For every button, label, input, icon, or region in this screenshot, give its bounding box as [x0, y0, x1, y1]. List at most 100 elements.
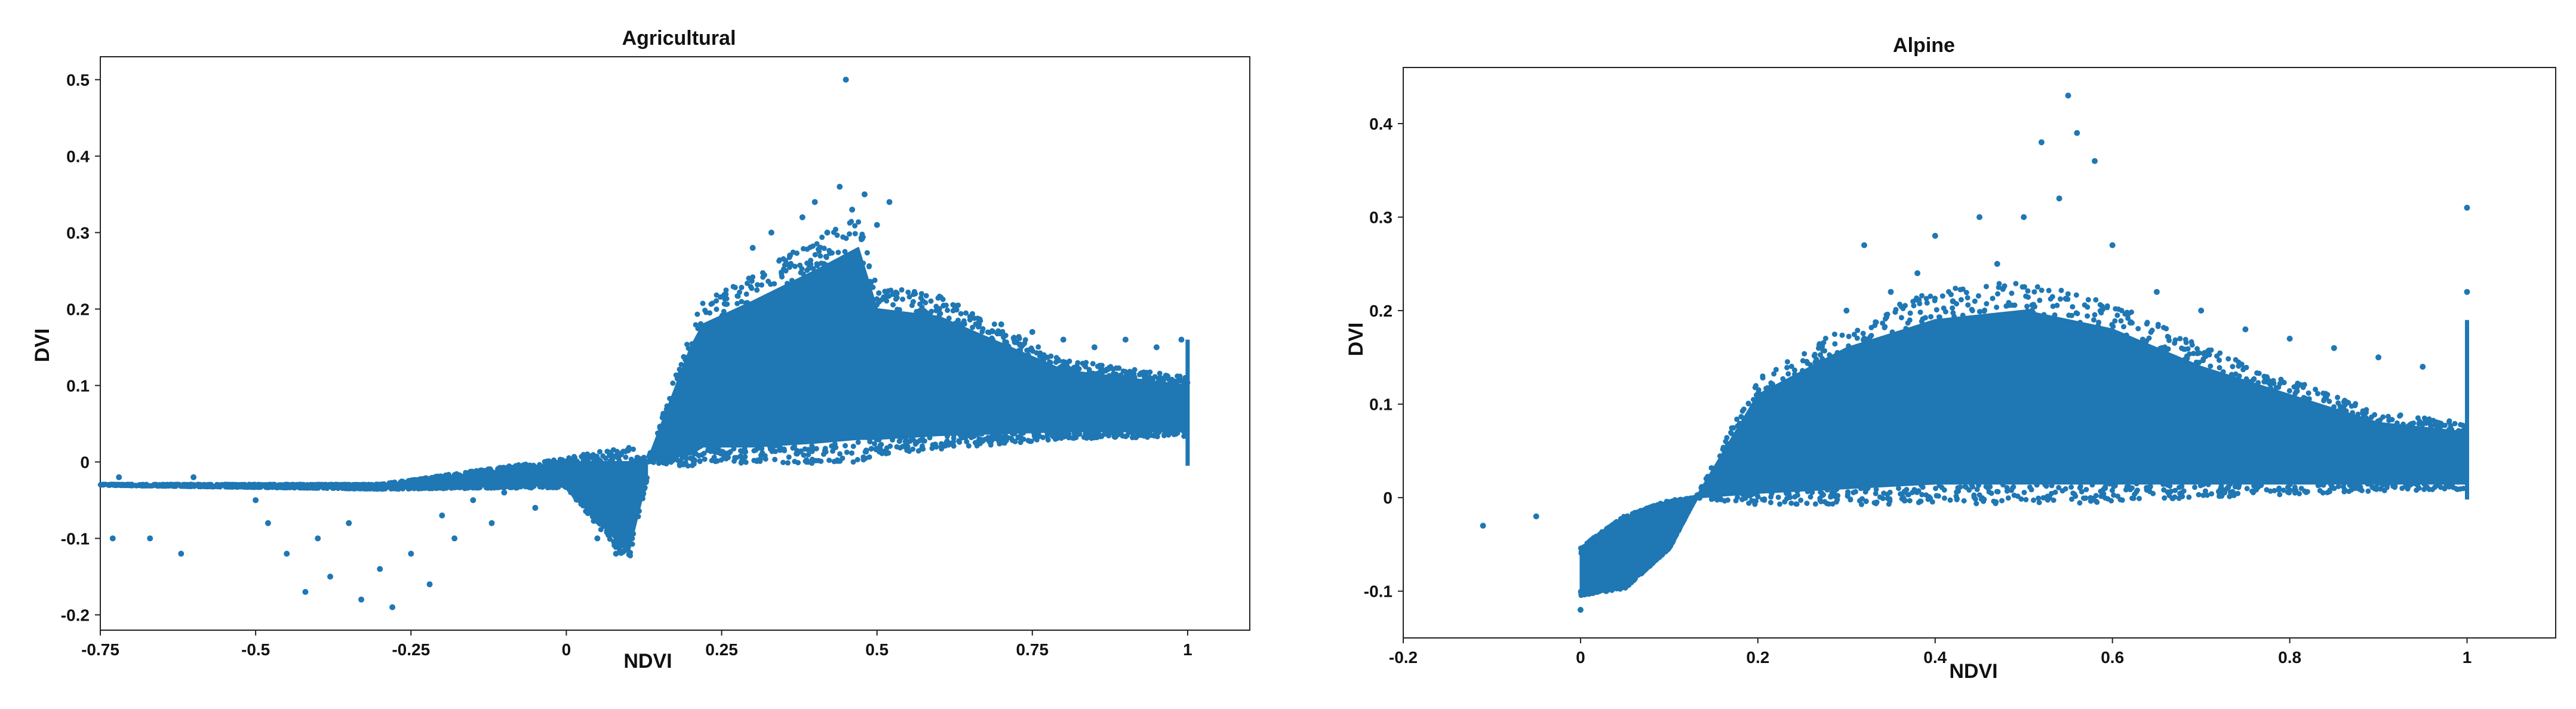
agricultural-edge-point	[844, 449, 850, 455]
agricultural-scatter-point	[1153, 344, 1160, 351]
alpine-edge-point	[2111, 483, 2117, 489]
agricultural-edge-point	[1161, 431, 1167, 437]
alpine-edge-point	[2013, 281, 2019, 287]
agricultural-edge-point	[607, 453, 612, 459]
alpine-edge-point	[1854, 335, 1860, 341]
alpine-edge-point	[2205, 481, 2211, 487]
alpine-edge-point	[1941, 495, 1947, 501]
agricultural-edge-point	[388, 486, 394, 492]
alpine-edge-point	[2089, 482, 2095, 488]
alpine-edge-point	[1976, 482, 1981, 488]
alpine-edge-point	[2189, 342, 2195, 348]
agricultural-edge-point	[855, 440, 861, 445]
alpine-edge-point	[2455, 428, 2461, 434]
alpine-edge-point	[2160, 481, 2166, 487]
alpine-edge-point	[2225, 484, 2231, 490]
agricultural-edge-point	[730, 284, 736, 290]
agricultural-edge-point	[712, 450, 718, 455]
alpine-edge-point	[1855, 327, 1861, 333]
alpine-edge-point	[1793, 501, 1799, 507]
alpine-scatter-point	[1888, 288, 1894, 295]
alpine-edge-point	[1906, 492, 1911, 498]
alpine-edge-point	[1743, 492, 1749, 498]
agricultural-edge-point	[1059, 363, 1065, 369]
agricultural-scatter-point	[109, 535, 116, 542]
agricultural-edge-point	[1138, 432, 1144, 438]
agricultural-edge-point	[976, 436, 982, 442]
agricultural-edge-point	[186, 483, 191, 489]
alpine-edge-point	[2172, 337, 2178, 343]
agricultural-edge-point	[864, 250, 870, 256]
alpine-scatter-point	[2109, 242, 2116, 248]
agricultural-edge-point	[900, 296, 906, 302]
alpine-edge-point	[1749, 492, 1755, 498]
alpine-edge-point	[1703, 475, 1709, 481]
alpine-edge-point	[2315, 483, 2321, 489]
alpine-y-tick-label: -0.1	[1364, 582, 1392, 601]
alpine-edge-point	[2028, 487, 2034, 493]
agricultural-edge-point	[1075, 360, 1081, 366]
alpine-edge-point	[1608, 585, 1613, 591]
alpine-edge-point	[2107, 481, 2113, 487]
alpine-edge-point	[1728, 429, 1734, 435]
agricultural-edge-point	[1113, 371, 1119, 377]
agricultural-edge-point	[636, 508, 642, 514]
agricultural-edge-point	[1025, 352, 1031, 358]
agricultural-edge-point	[819, 234, 825, 240]
alpine-edge-point	[1621, 514, 1627, 520]
alpine-edge-point	[1818, 499, 1824, 505]
agricultural-edge-point	[670, 380, 676, 386]
agricultural-edge-point	[896, 438, 902, 444]
alpine-edge-point	[2037, 297, 2043, 303]
alpine-edge-point	[1862, 489, 1868, 495]
agricultural-edge-point	[697, 324, 703, 330]
agricultural-edge-point	[951, 439, 957, 445]
agricultural-edge-point	[946, 442, 951, 448]
agricultural-edge-point	[1035, 344, 1041, 350]
alpine-edge-point	[1708, 465, 1714, 471]
alpine-edge-point	[2094, 499, 2100, 505]
alpine-edge-point	[2285, 484, 2291, 490]
alpine-edge-point	[2214, 353, 2220, 359]
alpine-edge-point	[2236, 373, 2242, 379]
agricultural-edge-point	[552, 460, 558, 466]
agricultural-edge-point	[1028, 345, 1034, 351]
agricultural-edge-point	[544, 459, 549, 465]
alpine-edge-point	[2258, 483, 2264, 489]
agricultural-edge-point	[1118, 372, 1124, 378]
agricultural-scatter-point	[849, 207, 856, 213]
agricultural-edge-point	[957, 432, 963, 438]
alpine-edge-point	[2065, 291, 2071, 297]
alpine-edge-point	[1636, 572, 1641, 578]
alpine-edge-point	[2414, 487, 2420, 493]
agricultural-edge-point	[906, 294, 912, 300]
alpine-edge-point	[1724, 497, 1730, 503]
agricultural-edge-point	[771, 281, 777, 287]
alpine-edge-point	[2293, 389, 2299, 395]
alpine-edge-point	[2348, 403, 2354, 409]
alpine-edge-point	[1666, 544, 1672, 550]
agricultural-edge-point	[254, 484, 260, 490]
agricultural-edge-point	[1044, 430, 1050, 436]
agricultural-edge-point	[654, 430, 660, 436]
alpine-edge-point	[2209, 491, 2215, 497]
alpine-edge-point	[1832, 332, 1837, 337]
agricultural-edge-point	[1002, 339, 1008, 345]
agricultural-scatter-point	[1122, 336, 1129, 343]
alpine-edge-point	[2428, 424, 2434, 430]
agricultural-edge-point	[643, 480, 649, 486]
alpine-edge-point	[2144, 321, 2150, 327]
alpine-edge-point	[1683, 496, 1689, 502]
agricultural-scatter-point	[799, 214, 806, 220]
agricultural-edge-point	[792, 459, 798, 465]
agricultural-edge-point	[843, 443, 848, 449]
alpine-edge-point	[2179, 345, 2184, 351]
agricultural-edge-point	[854, 457, 860, 462]
alpine-edge-point	[2335, 394, 2341, 400]
alpine-edge-point	[2147, 484, 2153, 490]
agricultural-edge-point	[866, 263, 872, 269]
alpine-edge-point	[1807, 494, 1813, 500]
agricultural-edge-point	[1156, 429, 1162, 435]
agricultural-edge-point	[847, 220, 853, 226]
alpine-edge-point	[1874, 499, 1880, 505]
